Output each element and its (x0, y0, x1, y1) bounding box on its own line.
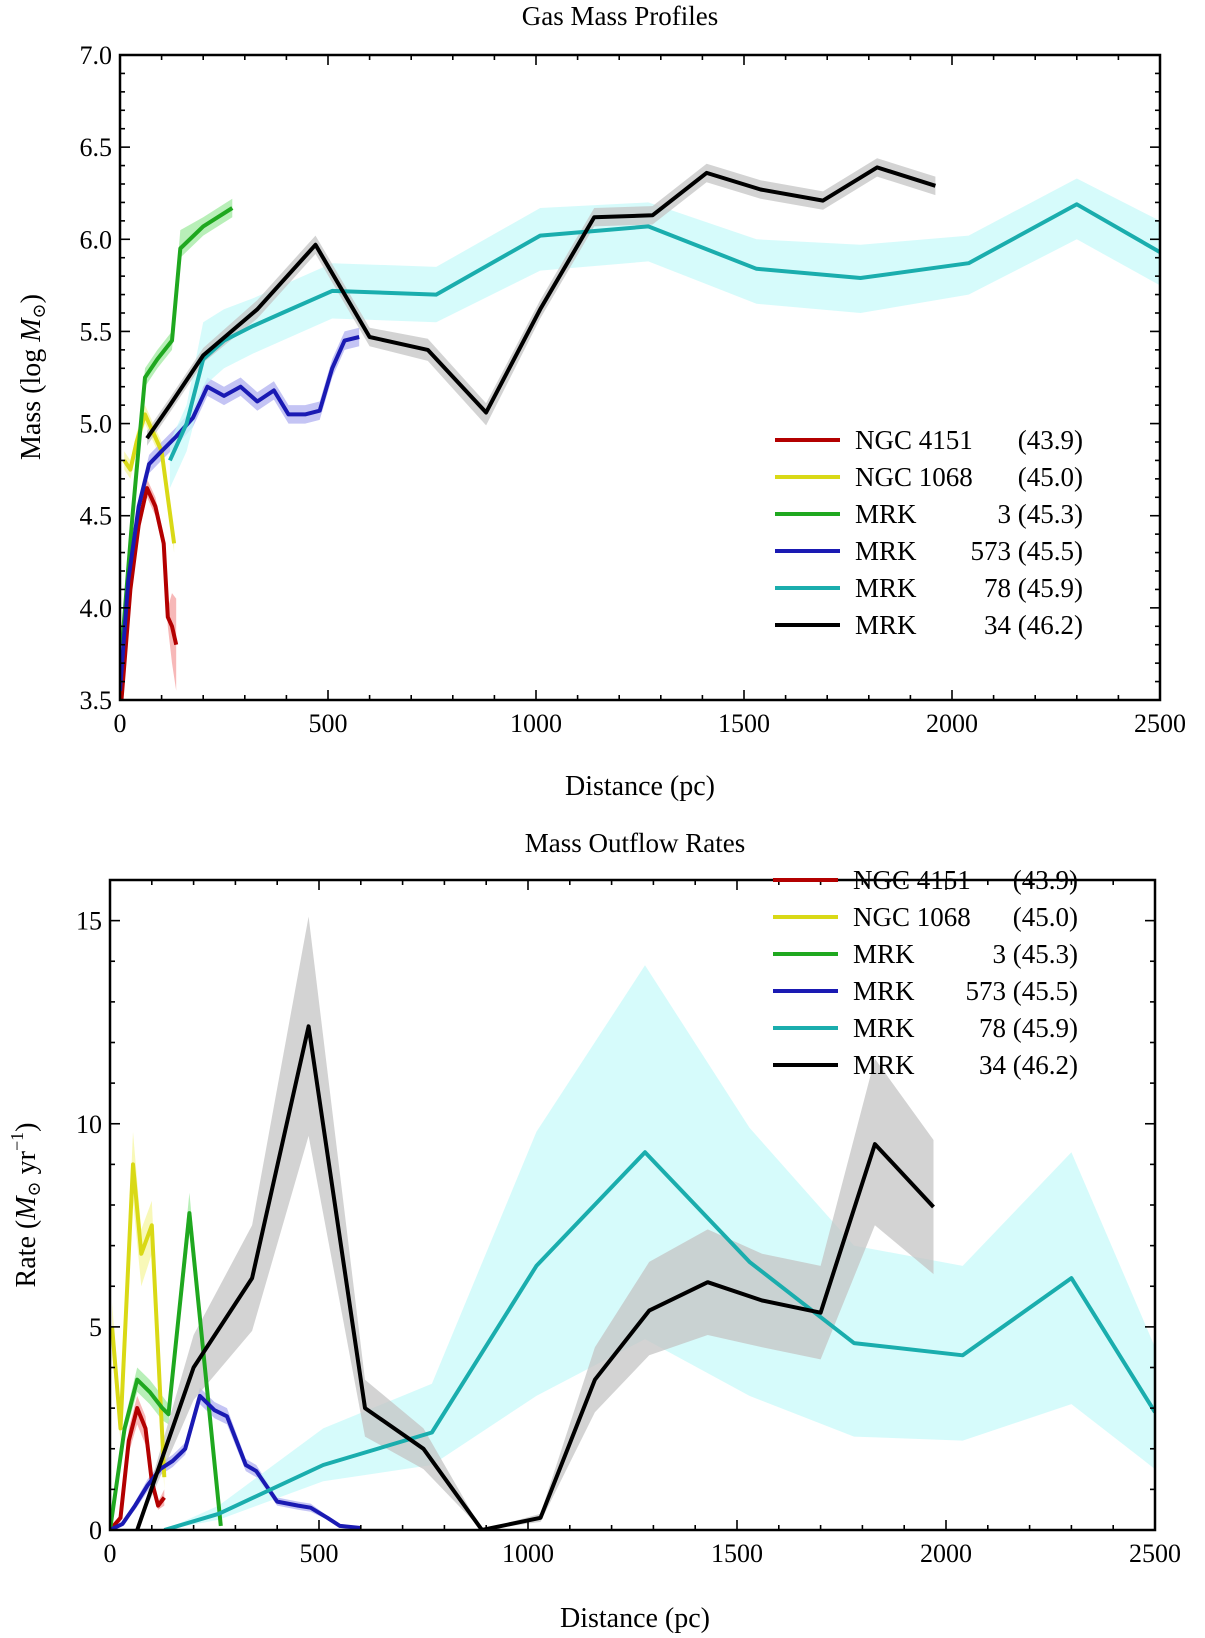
y-tick-label: 6.0 (80, 225, 113, 254)
x-tick-label: 1500 (718, 709, 770, 738)
axis-ticks: 0 500 1000 1500 2000 2500 0 5 10 15 (76, 879, 1181, 1568)
series-line-5 (135, 1024, 935, 1530)
y-label-exponent: −1 (7, 1132, 27, 1151)
y-tick-label: 5.5 (80, 317, 113, 346)
series-band-4 (169, 178, 1160, 489)
y-tick-label: 3.5 (80, 686, 113, 715)
y-tick-label: 10 (76, 1110, 102, 1139)
y-tick-label: 4.5 (80, 502, 113, 531)
y-label-main: Rate ( (11, 1220, 42, 1288)
legend-name: MRK (853, 939, 915, 969)
chart-title: Gas Mass Profiles (522, 1, 719, 31)
legend-name: NGC 4151 (853, 865, 971, 895)
chart-title: Mass Outflow Rates (525, 828, 745, 858)
x-tick-label: 1500 (711, 1539, 763, 1568)
legend-value: (45.0) (1013, 902, 1078, 932)
y-tick-label: 4.0 (80, 594, 113, 623)
legend-value: 3 (45.3) (998, 499, 1083, 529)
legend-value: 3 (45.3) (993, 939, 1078, 969)
plot-area (110, 916, 1155, 1530)
x-tick-label: 1000 (502, 1539, 554, 1568)
series-band-4 (164, 965, 1155, 1530)
series-line-2 (120, 206, 234, 645)
series-line-1 (122, 412, 177, 544)
legend-name: MRK (853, 1013, 915, 1043)
x-tick-label: 2000 (926, 709, 978, 738)
x-tick-label: 2000 (920, 1539, 972, 1568)
legend-name: NGC 1068 (855, 462, 973, 492)
legend-value: 34 (46.2) (984, 610, 1083, 640)
y-tick-label: 6.5 (80, 133, 113, 162)
legend-value: 573 (45.5) (971, 536, 1083, 566)
legend-value: 78 (45.9) (984, 573, 1083, 603)
series-line-3 (110, 1393, 361, 1530)
series-line-4 (163, 1150, 1155, 1530)
outflow-rate-panel: Mass Outflow Rates 0 500 1000 1500 2000 25000… (7, 828, 1181, 1634)
series-band-3 (120, 327, 360, 700)
gas-mass-panel: Gas Mass Profiles 0 500 1000 1500 2000 2500 3.… (16, 1, 1186, 802)
x-tick-label: 0 (114, 709, 127, 738)
series-line-0 (110, 1406, 166, 1530)
legend-name: MRK (853, 976, 915, 1006)
x-tick-label: 500 (309, 709, 348, 738)
y-label-close: ) (11, 1123, 42, 1132)
legend-value: (43.9) (1013, 865, 1078, 895)
axis-ticks: 0 500 1000 1500 2000 2500 3.5 4.0 4.5 5.0 5.5 6.0 6.… (80, 41, 1187, 738)
legend-name: MRK (855, 499, 917, 529)
legend-value: (43.9) (1018, 425, 1083, 455)
plot-area (120, 158, 1160, 700)
legend-name: MRK (853, 1050, 915, 1080)
x-tick-label: 2500 (1134, 709, 1186, 738)
series-band-1 (112, 1131, 165, 1490)
series-line-1 (110, 1162, 167, 1478)
y-tick-label: 7.0 (80, 41, 113, 70)
y-label-unit: yr (11, 1150, 42, 1181)
series-line-0 (120, 486, 179, 700)
legend-name: NGC 4151 (855, 425, 973, 455)
legend-value: 78 (45.9) (979, 1013, 1078, 1043)
y-label-sun: ⊙ (24, 1181, 44, 1196)
y-label-main: Mass (log (16, 342, 47, 460)
legend-name: MRK (855, 536, 917, 566)
plot-frame (118, 53, 1162, 702)
y-axis-label: Rate (M⊙ yr−1) (7, 1123, 44, 1288)
legend: NGC 4151 (43.9) NGC 1068 (45.0) MRK 3 (45.3) M… (775, 425, 1083, 640)
legend-name: NGC 1068 (853, 902, 971, 932)
y-label-symbol: M (16, 317, 47, 343)
y-tick-label: 5.0 (80, 410, 113, 439)
legend-name: MRK (855, 610, 917, 640)
legend: NGC 4151 (43.9) NGC 1068 (45.0) MRK 3 (45.3) M… (773, 865, 1078, 1080)
x-tick-label: 0 (104, 1539, 117, 1568)
legend-value: (45.0) (1018, 462, 1083, 492)
y-tick-label: 5 (89, 1313, 102, 1342)
legend-name: MRK (855, 573, 917, 603)
x-tick-label: 500 (300, 1539, 339, 1568)
legend-value: 34 (46.2) (979, 1050, 1078, 1080)
y-label-symbol: M (11, 1195, 42, 1221)
y-tick-label: 0 (89, 1516, 102, 1545)
series-line-4 (168, 202, 1160, 462)
x-axis-label: Distance (pc) (565, 771, 715, 802)
x-axis-label: Distance (pc) (560, 1603, 710, 1634)
y-axis-label: Mass (log M⊙) (16, 294, 49, 460)
series-band-0 (110, 1395, 165, 1530)
y-label-end: ) (16, 294, 47, 303)
series-line-3 (120, 335, 360, 691)
series-line-2 (110, 1211, 223, 1530)
x-tick-label: 1000 (510, 709, 562, 738)
series-band-5 (147, 158, 936, 446)
y-label-sun: ⊙ (29, 303, 49, 318)
series-line-5 (145, 165, 937, 440)
x-tick-label: 2500 (1129, 1539, 1181, 1568)
legend-value: 573 (45.5) (966, 976, 1078, 1006)
y-tick-label: 15 (76, 907, 102, 936)
